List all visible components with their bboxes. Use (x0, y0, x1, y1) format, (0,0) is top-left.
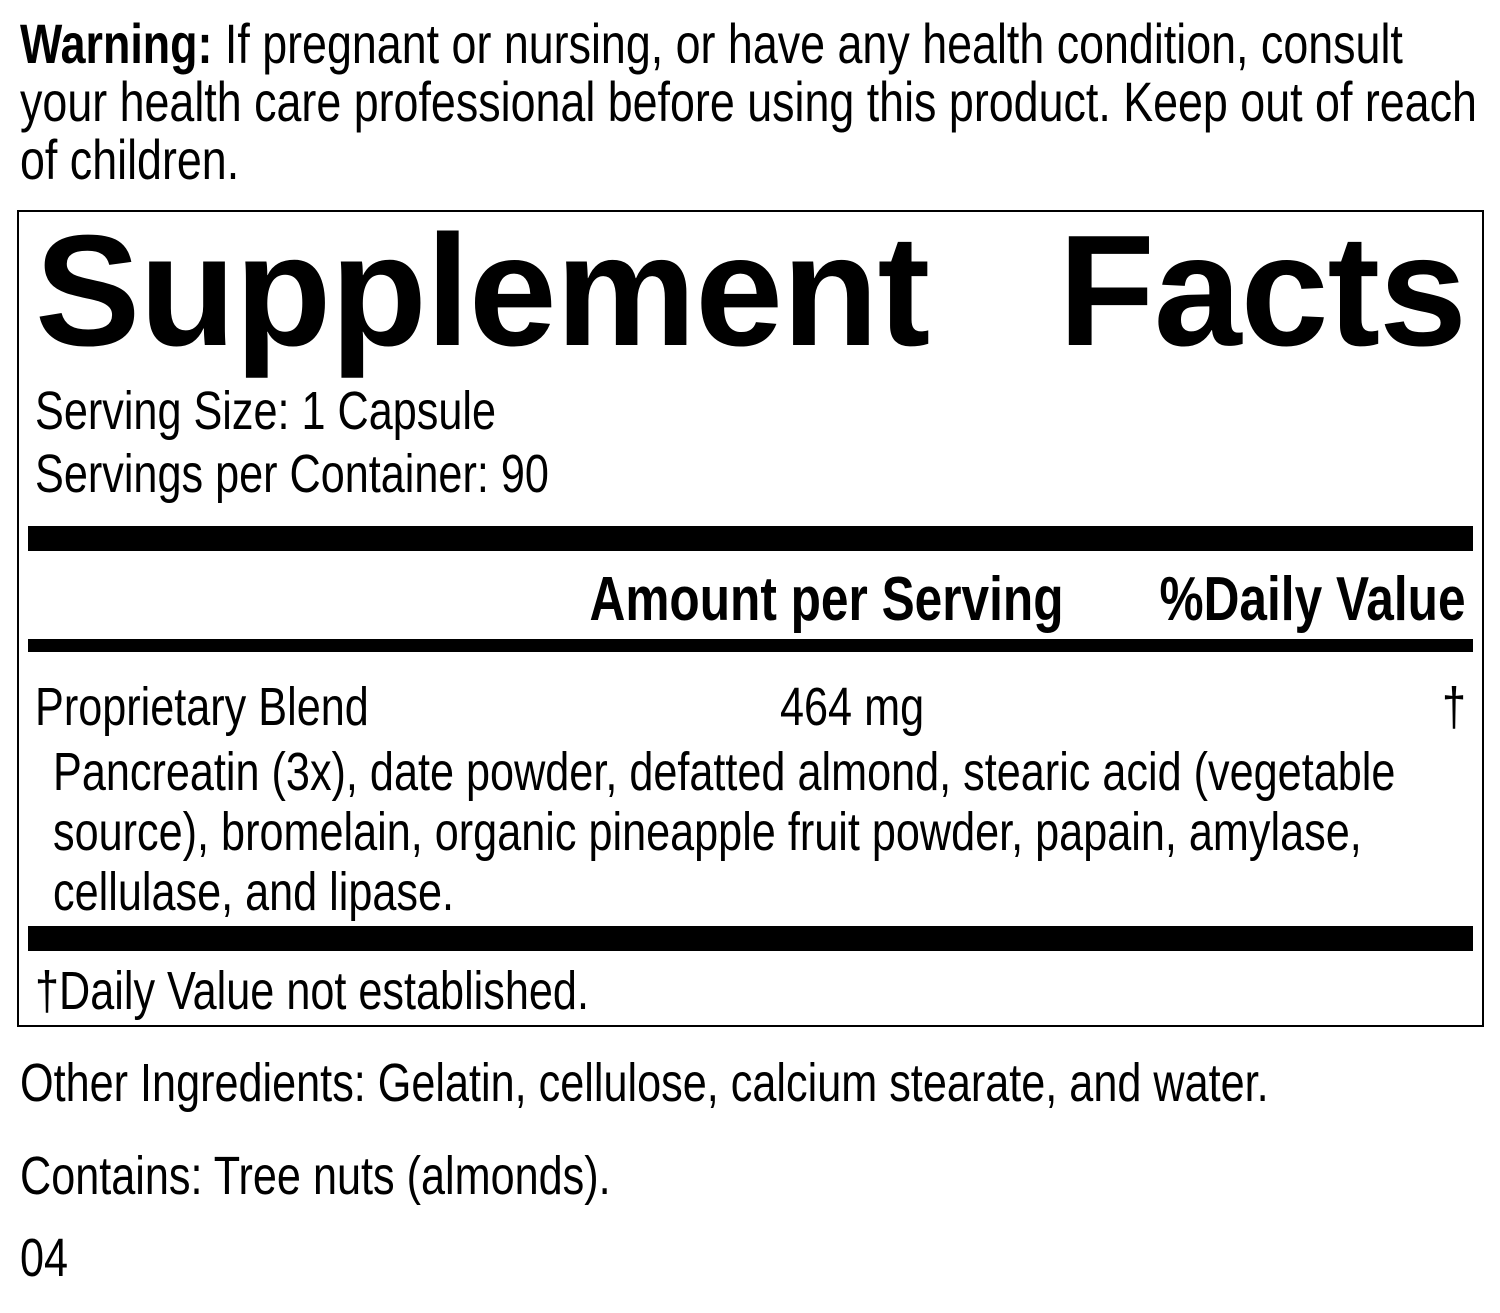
warning-line: Warning: If pregnant or nursing, or have… (20, 12, 1403, 75)
proprietary-blend-row: Proprietary Blend 464 mg † (19, 680, 1482, 734)
daily-value-header: %Daily Value (1159, 565, 1466, 634)
divider-bar-thick-top (28, 526, 1473, 551)
warning-label: Warning: (20, 12, 213, 75)
warning-line: your health care professional before usi… (20, 70, 1477, 133)
column-headers: Amount per Serving %Daily Value (19, 569, 1482, 631)
dagger-symbol: † (1441, 677, 1466, 737)
blend-ingredients-line: source), bromelain, organic pineapple fr… (53, 802, 1362, 862)
warning-text: Warning: If pregnant or nursing, or have… (20, 15, 1500, 189)
warning-line-1-rest: If pregnant or nursing, or have any heal… (212, 12, 1403, 75)
supplement-facts-panel: Supplement Facts Serving Size: 1 Capsule… (17, 210, 1484, 1027)
label-code: 04 (20, 1228, 69, 1288)
blend-amount-cell: 464 mg (780, 680, 1266, 734)
daily-value-footnote: †Daily Value not established. (35, 961, 589, 1021)
warning-line: of children. (20, 128, 240, 191)
blend-name: Proprietary Blend (35, 677, 369, 737)
blend-ingredients-line: Pancreatin (3x), date powder, defatted a… (53, 742, 1396, 802)
blend-amount: 464 mg (780, 677, 925, 737)
contains-statement: Contains: Tree nuts (almonds). (20, 1146, 611, 1206)
blend-ingredients: Pancreatin (3x), date powder, defatted a… (19, 742, 1482, 922)
blend-ingredients-line: cellulase, and lipase. (53, 862, 455, 922)
serving-size: Serving Size: 1 Capsule (35, 381, 497, 441)
amount-per-serving-header: Amount per Serving (589, 565, 1064, 634)
other-ingredients: Other Ingredients: Gelatin, cellulose, c… (20, 1053, 1269, 1113)
divider-bar-thick-bottom (28, 926, 1473, 951)
blend-name-cell: Proprietary Blend (35, 680, 780, 734)
divider-bar-thin (28, 639, 1473, 652)
panel-title-word-facts: Facts (1058, 203, 1467, 379)
panel-title: Supplement Facts (19, 212, 1482, 370)
servings-per-container: Servings per Container: 90 (35, 444, 549, 504)
panel-title-word-supplement: Supplement (35, 203, 930, 379)
blend-daily-value-cell: † (1266, 680, 1466, 734)
